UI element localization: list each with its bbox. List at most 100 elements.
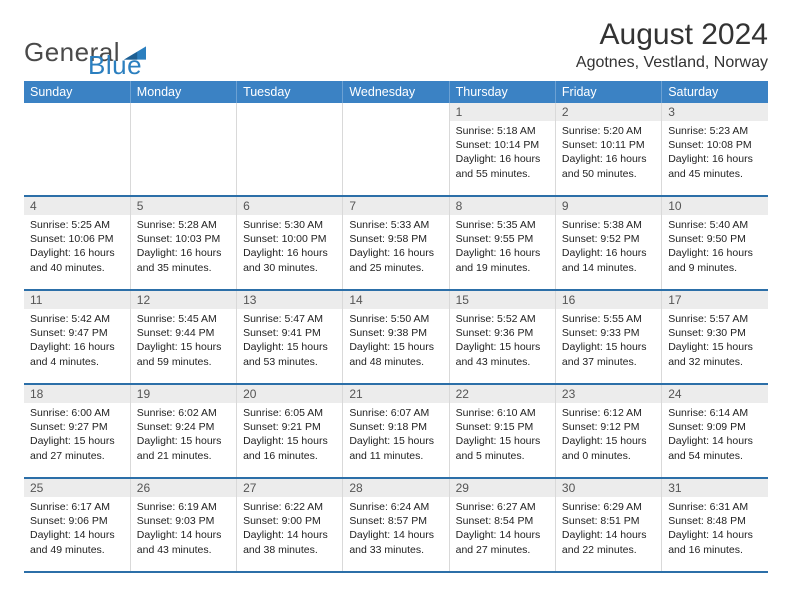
daylight-line: Daylight: 15 hours and 11 minutes. [349, 434, 442, 462]
sunrise-line: Sunrise: 6:07 AM [349, 406, 442, 420]
weekday-header: Saturday [662, 81, 768, 103]
day-cell: 18Sunrise: 6:00 AMSunset: 9:27 PMDayligh… [24, 384, 130, 478]
calendar-row: 1Sunrise: 5:18 AMSunset: 10:14 PMDayligh… [24, 103, 768, 196]
sunset-line: Sunset: 9:21 PM [243, 420, 336, 434]
day-number: 23 [556, 385, 661, 403]
empty-daynum [131, 103, 236, 121]
day-cell: 12Sunrise: 5:45 AMSunset: 9:44 PMDayligh… [130, 290, 236, 384]
day-number: 5 [131, 197, 236, 215]
day-details: Sunrise: 5:23 AMSunset: 10:08 PMDaylight… [662, 121, 768, 185]
day-number: 29 [450, 479, 555, 497]
day-details: Sunrise: 5:33 AMSunset: 9:58 PMDaylight:… [343, 215, 448, 279]
sunset-line: Sunset: 10:08 PM [668, 138, 762, 152]
sunset-line: Sunset: 9:52 PM [562, 232, 655, 246]
day-number: 24 [662, 385, 768, 403]
day-number: 8 [450, 197, 555, 215]
day-details: Sunrise: 6:12 AMSunset: 9:12 PMDaylight:… [556, 403, 661, 467]
sunrise-line: Sunrise: 6:12 AM [562, 406, 655, 420]
daylight-line: Daylight: 16 hours and 25 minutes. [349, 246, 442, 274]
day-number: 11 [24, 291, 130, 309]
day-number: 1 [450, 103, 555, 121]
sunset-line: Sunset: 9:50 PM [668, 232, 762, 246]
daylight-line: Daylight: 15 hours and 16 minutes. [243, 434, 336, 462]
daylight-line: Daylight: 15 hours and 21 minutes. [137, 434, 230, 462]
daylight-line: Daylight: 16 hours and 19 minutes. [456, 246, 549, 274]
sunrise-line: Sunrise: 6:10 AM [456, 406, 549, 420]
sunset-line: Sunset: 10:14 PM [456, 138, 549, 152]
calendar-body: 1Sunrise: 5:18 AMSunset: 10:14 PMDayligh… [24, 103, 768, 572]
day-cell: 8Sunrise: 5:35 AMSunset: 9:55 PMDaylight… [449, 196, 555, 290]
brand-logo: General Blue [24, 18, 142, 81]
sunrise-line: Sunrise: 6:27 AM [456, 500, 549, 514]
calendar-row: 18Sunrise: 6:00 AMSunset: 9:27 PMDayligh… [24, 384, 768, 478]
day-number: 10 [662, 197, 768, 215]
sunset-line: Sunset: 9:06 PM [30, 514, 124, 528]
day-number: 3 [662, 103, 768, 121]
day-number: 15 [450, 291, 555, 309]
day-details: Sunrise: 6:14 AMSunset: 9:09 PMDaylight:… [662, 403, 768, 467]
empty-cell [130, 103, 236, 196]
day-details: Sunrise: 5:57 AMSunset: 9:30 PMDaylight:… [662, 309, 768, 373]
sunset-line: Sunset: 8:54 PM [456, 514, 549, 528]
sunset-line: Sunset: 8:57 PM [349, 514, 442, 528]
day-cell: 10Sunrise: 5:40 AMSunset: 9:50 PMDayligh… [662, 196, 768, 290]
day-cell: 19 Sunrise: 6:02 AMSunset: 9:24 PMDayligh… [130, 384, 236, 478]
sunrise-line: Sunrise: 6:02 AM [137, 406, 230, 420]
sunset-line: Sunset: 9:09 PM [668, 420, 762, 434]
sunset-line: Sunset: 9:44 PM [137, 326, 230, 340]
sunrise-line: Sunrise: 5:52 AM [456, 312, 549, 326]
location-text: Agotnes, Vestland, Norway [576, 54, 768, 72]
sunset-line: Sunset: 10:11 PM [562, 138, 655, 152]
sunrise-line: Sunrise: 6:29 AM [562, 500, 655, 514]
day-details: Sunrise: 6:27 AMSunset: 8:54 PMDaylight:… [450, 497, 555, 561]
sunset-line: Sunset: 9:24 PM [137, 420, 230, 434]
day-details: Sunrise: 5:50 AMSunset: 9:38 PMDaylight:… [343, 309, 448, 373]
empty-daynum [237, 103, 342, 121]
day-cell: 13Sunrise: 5:47 AMSunset: 9:41 PMDayligh… [237, 290, 343, 384]
sunrise-line: Sunrise: 6:14 AM [668, 406, 762, 420]
day-number: 20 [237, 385, 342, 403]
day-cell: 30Sunrise: 6:29 AMSunset: 8:51 PMDayligh… [555, 478, 661, 572]
day-number: 13 [237, 291, 342, 309]
weekday-header: Monday [130, 81, 236, 103]
day-details: Sunrise: 6:19 AMSunset: 9:03 PMDaylight:… [131, 497, 236, 561]
sunrise-line: Sunrise: 5:30 AM [243, 218, 336, 232]
day-number: 19 [131, 385, 236, 403]
sunrise-line: Sunrise: 5:45 AM [137, 312, 230, 326]
weekday-header: Tuesday [237, 81, 343, 103]
sunrise-line: Sunrise: 5:50 AM [349, 312, 442, 326]
day-cell: 25Sunrise: 6:17 AMSunset: 9:06 PMDayligh… [24, 478, 130, 572]
calendar-page: General Blue August 2024 Agotnes, Vestla… [0, 0, 792, 583]
day-details: Sunrise: 6:22 AMSunset: 9:00 PMDaylight:… [237, 497, 342, 561]
day-details: Sunrise: 5:25 AMSunset: 10:06 PMDaylight… [24, 215, 130, 279]
day-cell: 31Sunrise: 6:31 AMSunset: 8:48 PMDayligh… [662, 478, 768, 572]
empty-cell [24, 103, 130, 196]
sunset-line: Sunset: 9:33 PM [562, 326, 655, 340]
sunrise-line: Sunrise: 6:17 AM [30, 500, 124, 514]
title-block: August 2024 Agotnes, Vestland, Norway [576, 18, 768, 78]
day-details: Sunrise: 5:42 AMSunset: 9:47 PMDaylight:… [24, 309, 130, 373]
sunset-line: Sunset: 10:06 PM [30, 232, 124, 246]
weekday-header: Friday [555, 81, 661, 103]
empty-cell [237, 103, 343, 196]
day-details: Sunrise: 5:35 AMSunset: 9:55 PMDaylight:… [450, 215, 555, 279]
sunrise-line: Sunrise: 6:19 AM [137, 500, 230, 514]
day-cell: 28Sunrise: 6:24 AMSunset: 8:57 PMDayligh… [343, 478, 449, 572]
month-title: August 2024 [576, 18, 768, 52]
day-cell: 6Sunrise: 5:30 AMSunset: 10:00 PMDayligh… [237, 196, 343, 290]
sunset-line: Sunset: 9:38 PM [349, 326, 442, 340]
daylight-line: Daylight: 16 hours and 45 minutes. [668, 152, 762, 180]
daylight-line: Daylight: 16 hours and 30 minutes. [243, 246, 336, 274]
day-number: 26 [131, 479, 236, 497]
daylight-line: Daylight: 14 hours and 27 minutes. [456, 528, 549, 556]
day-number: 16 [556, 291, 661, 309]
day-cell: 2Sunrise: 5:20 AMSunset: 10:11 PMDayligh… [555, 103, 661, 196]
sunrise-line: Sunrise: 5:33 AM [349, 218, 442, 232]
sunrise-line: Sunrise: 5:20 AM [562, 124, 655, 138]
daylight-line: Daylight: 15 hours and 43 minutes. [456, 340, 549, 368]
day-number: 21 [343, 385, 448, 403]
sunset-line: Sunset: 9:41 PM [243, 326, 336, 340]
day-cell: 1Sunrise: 5:18 AMSunset: 10:14 PMDayligh… [449, 103, 555, 196]
sunset-line: Sunset: 9:58 PM [349, 232, 442, 246]
sunset-line: Sunset: 9:15 PM [456, 420, 549, 434]
